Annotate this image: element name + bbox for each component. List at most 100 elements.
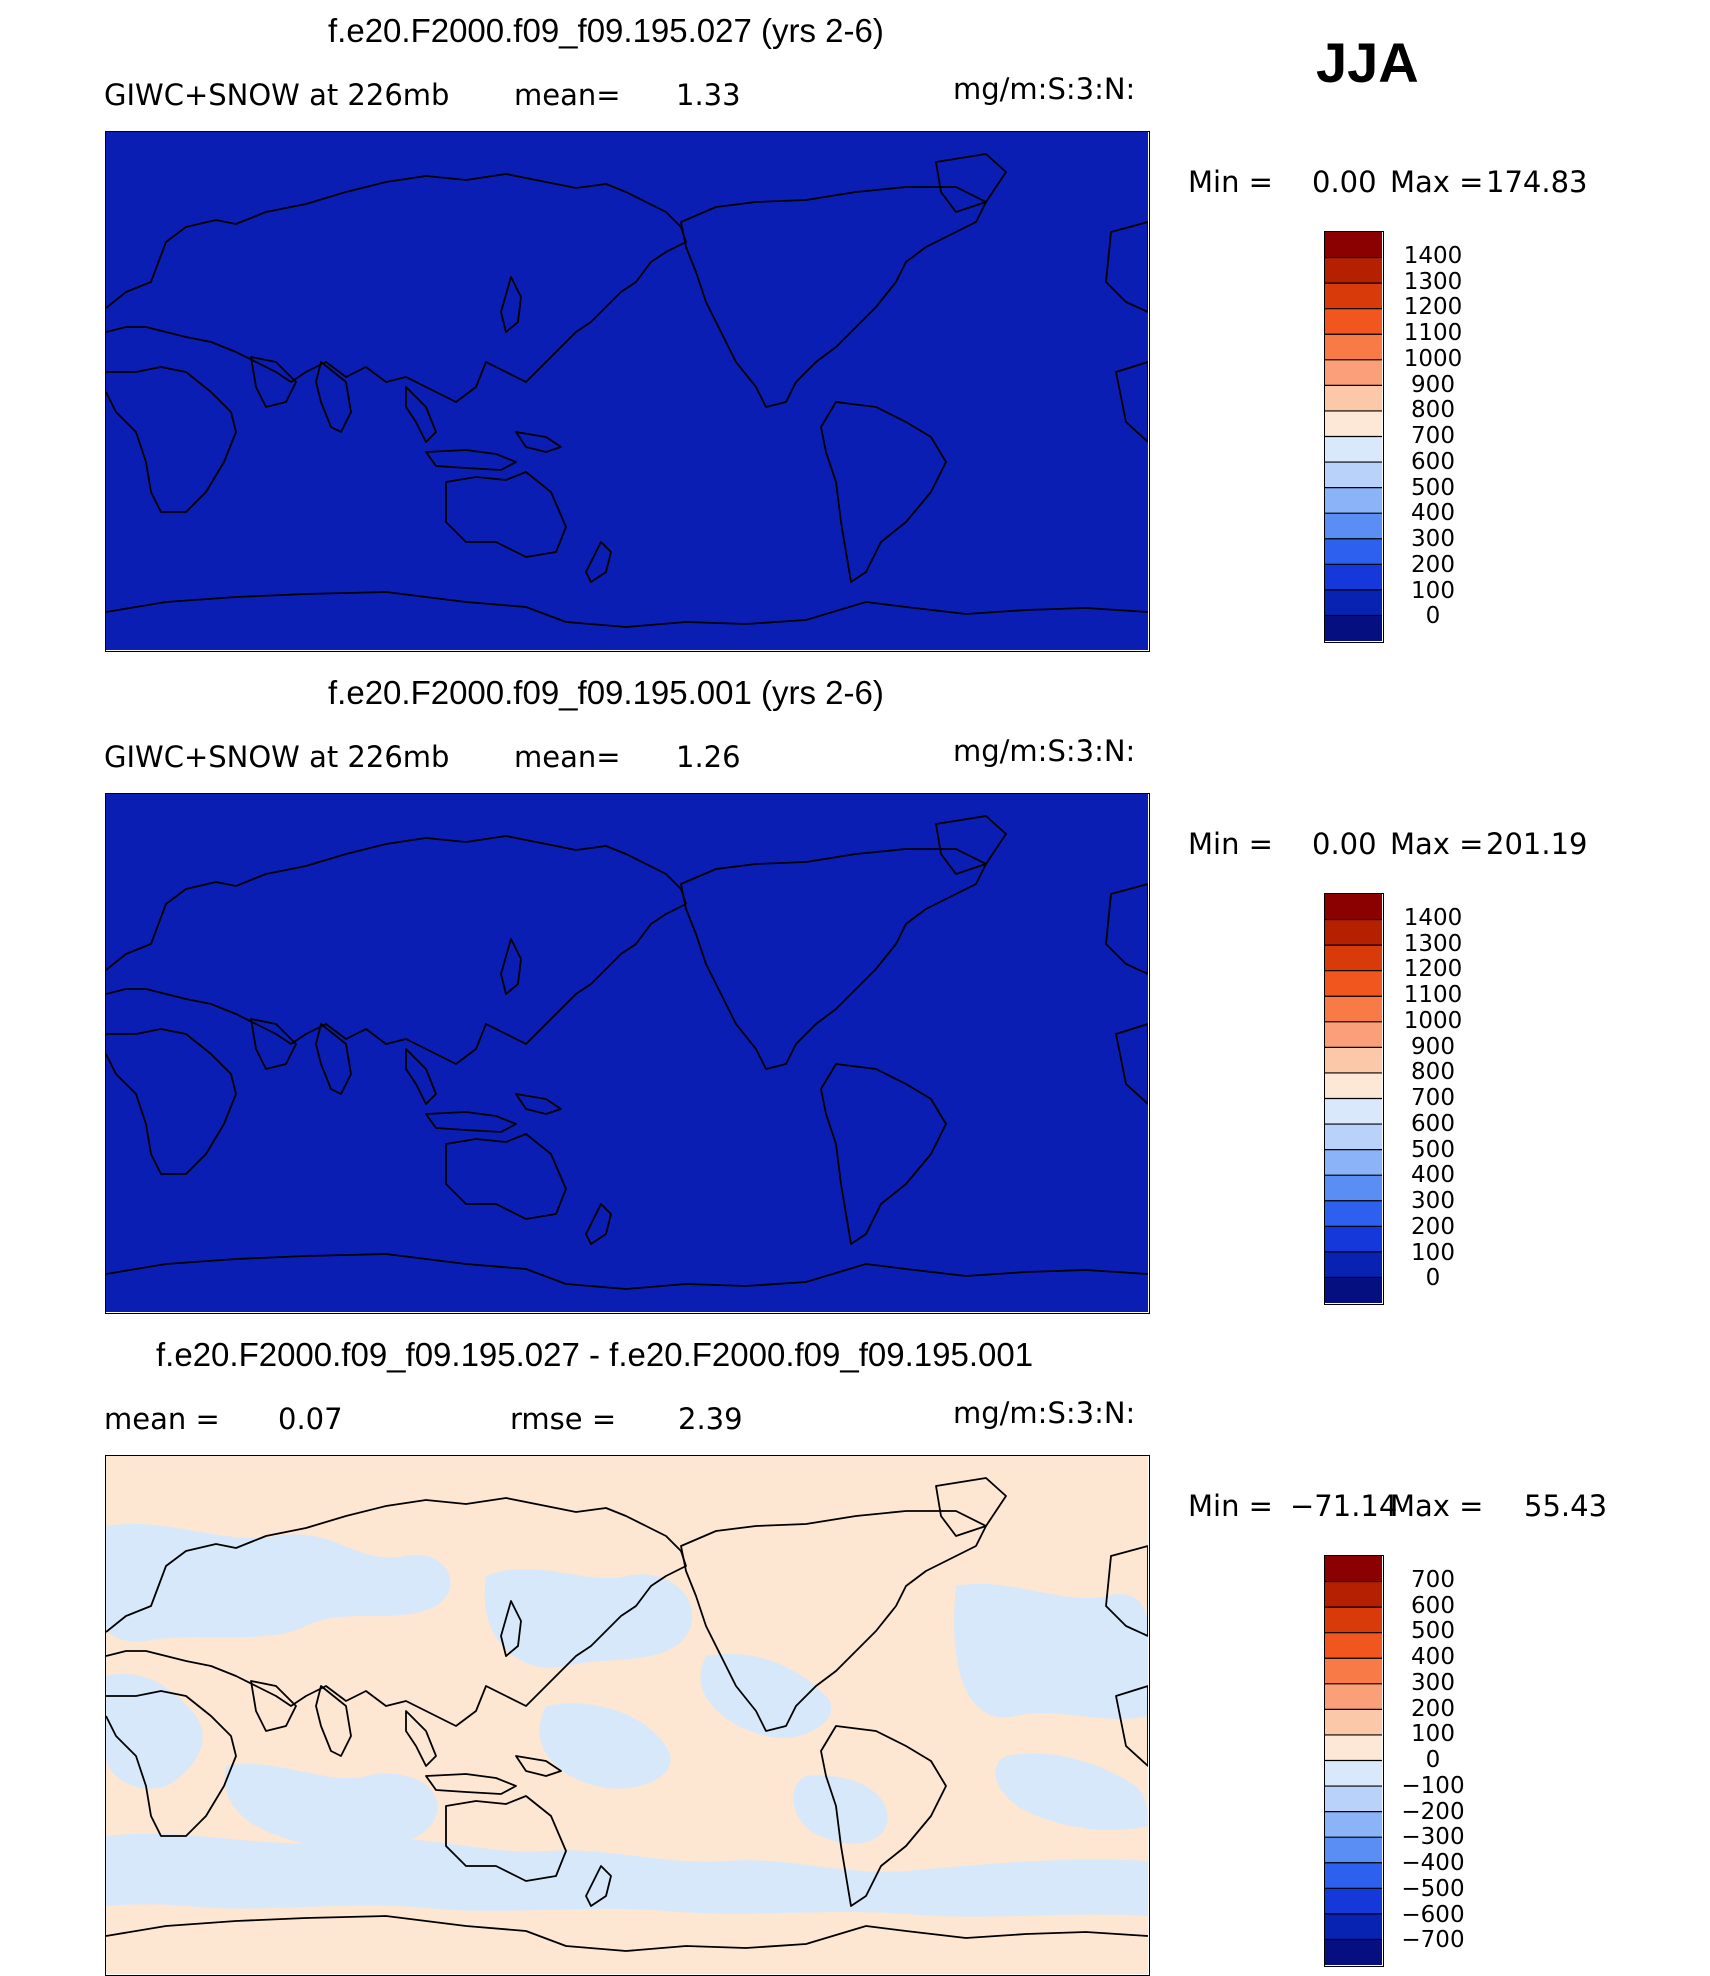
colorbar-tick-label: 100: [1411, 577, 1455, 604]
colorbar-swatch: [1325, 1683, 1382, 1710]
colorbar-swatch: [1325, 1760, 1382, 1787]
panel-2-colorbar: [1324, 893, 1384, 1305]
colorbar-swatch: [1325, 385, 1382, 412]
coast-japan: [500, 938, 522, 995]
coast-antarctica: [106, 591, 1148, 628]
colorbar-swatch: [1325, 487, 1382, 514]
coast-antarctica: [106, 1915, 1148, 1952]
coast-northamerica: [680, 1510, 987, 1732]
colorbar-swatch: [1325, 1098, 1382, 1125]
coast-europe-east: [1105, 221, 1148, 313]
negative-region-8: [106, 1833, 1148, 1917]
negative-region-3: [224, 1763, 438, 1850]
colorbar-tick-label: 300: [1411, 1188, 1455, 1214]
colorbar-tick-label: 500: [1411, 1136, 1455, 1163]
colorbar-swatch: [1325, 1556, 1382, 1583]
colorbar-swatch: [1325, 1837, 1382, 1864]
coast-india: [315, 1023, 352, 1095]
coast-southamerica: [820, 401, 947, 583]
coast-india: [315, 361, 352, 433]
panel-3-units: mg/m:S:3:N:: [953, 1396, 1136, 1430]
colorbar-tick-label: 900: [1411, 1033, 1455, 1060]
colorbar-tick-label: 0: [1425, 1747, 1441, 1773]
panel-2-min-value: 0.00: [1312, 827, 1377, 861]
panel-3-rmse-value: 2.39: [678, 1402, 743, 1436]
panel-1-max-value: 174.83: [1486, 165, 1588, 199]
colorbar-swatch: [1325, 513, 1382, 540]
coast-eurasia: [106, 173, 687, 403]
panel-3-colorbar-svg: [1325, 1556, 1382, 1965]
colorbar-swatch: [1325, 919, 1382, 946]
colorbar-tick-label: −500: [1401, 1875, 1465, 1902]
panel-2-units: mg/m:S:3:N:: [953, 734, 1136, 768]
coast-europe-east: [1105, 1545, 1148, 1637]
panel-1-title: f.e20.F2000.f09_f09.195.027 (yrs 2-6): [328, 12, 884, 49]
colorbar-swatch: [1325, 1632, 1382, 1659]
negative-region-5: [539, 1703, 671, 1789]
colorbar-swatch: [1325, 1709, 1382, 1736]
panel-2-coastlines: [106, 815, 1148, 1290]
colorbar-swatch: [1325, 1200, 1382, 1227]
colorbar-tick-label: 1200: [1403, 956, 1463, 983]
coast-indonesia: [425, 1773, 517, 1795]
coast-greenland: [935, 153, 1007, 213]
panel-2-min-label: Min =: [1188, 827, 1273, 861]
coast-newzealand: [585, 541, 612, 583]
colorbar-swatch: [1325, 410, 1382, 437]
colorbar-swatch: [1325, 1021, 1382, 1048]
colorbar-tick-label: −300: [1401, 1824, 1465, 1851]
colorbar-tick-label: 600: [1411, 448, 1455, 475]
colorbar-swatch: [1325, 436, 1382, 463]
negative-region-9: [793, 1775, 888, 1844]
coast-africa-east: [1115, 1685, 1148, 1767]
panel-1-variable-label: GIWC+SNOW at 226mb: [104, 78, 450, 112]
colorbar-swatch: [1325, 1913, 1382, 1940]
colorbar-tick-label: 600: [1411, 1592, 1455, 1619]
negative-region-4: [484, 1568, 693, 1668]
negative-region-1: [106, 1523, 451, 1642]
colorbar-swatch: [1325, 308, 1382, 335]
colorbar-tick-label: 1100: [1403, 320, 1463, 346]
colorbar-tick-label: 1300: [1403, 930, 1463, 957]
colorbar-tick-label: 700: [1411, 423, 1455, 449]
colorbar-tick-label: 1400: [1403, 904, 1463, 931]
colorbar-tick-label: 1000: [1403, 345, 1463, 372]
panel-1-colorbar-svg: [1325, 232, 1382, 641]
coast-borneo: [515, 1093, 562, 1115]
colorbar-tick-label: 0: [1425, 603, 1441, 630]
coast-northamerica: [680, 848, 987, 1070]
colorbar-tick-label: 800: [1411, 1059, 1455, 1086]
colorbar-tick-label: 500: [1411, 1618, 1455, 1645]
panel-2-colorbar-svg: [1325, 894, 1382, 1303]
coast-africa-east: [1115, 1023, 1148, 1105]
panel-3-mean-label: mean =: [104, 1402, 220, 1436]
coast-eurasia: [106, 1497, 687, 1727]
negative-region-2: [106, 1673, 203, 1789]
panel-1-max-label: Max =: [1390, 165, 1484, 199]
panel-1-coastlines: [106, 153, 1148, 628]
colorbar-tick-label: 200: [1411, 1695, 1455, 1722]
negative-region-7: [954, 1583, 1148, 1719]
panel-2-mean-label: mean=: [514, 740, 621, 774]
colorbar-swatch: [1325, 1811, 1382, 1838]
panel-2-map-background: [106, 794, 1148, 1312]
coast-arabia: [250, 1018, 297, 1070]
colorbar-swatch: [1325, 1072, 1382, 1099]
colorbar-swatch: [1325, 1658, 1382, 1685]
coast-indonesia: [425, 1111, 517, 1133]
colorbar-tick-label: −100: [1401, 1772, 1465, 1799]
panel-2-max-value: 201.19: [1486, 827, 1588, 861]
panel-3-coastlines: [106, 1477, 1148, 1952]
panel-1-colorbar: [1324, 231, 1384, 643]
panel-1-mean-value: 1.33: [676, 78, 741, 112]
coast-australia: [445, 1133, 567, 1220]
colorbar-tick-label: −200: [1401, 1798, 1465, 1825]
coast-arabia: [250, 1680, 297, 1732]
panel-1-mean-label: mean=: [514, 78, 621, 112]
colorbar-swatch: [1325, 1786, 1382, 1813]
coast-indonesia: [425, 449, 517, 471]
panel-2-max-label: Max =: [1390, 827, 1484, 861]
coast-africa: [106, 366, 237, 513]
coast-indochina: [405, 386, 437, 443]
colorbar-swatch: [1325, 1607, 1382, 1634]
